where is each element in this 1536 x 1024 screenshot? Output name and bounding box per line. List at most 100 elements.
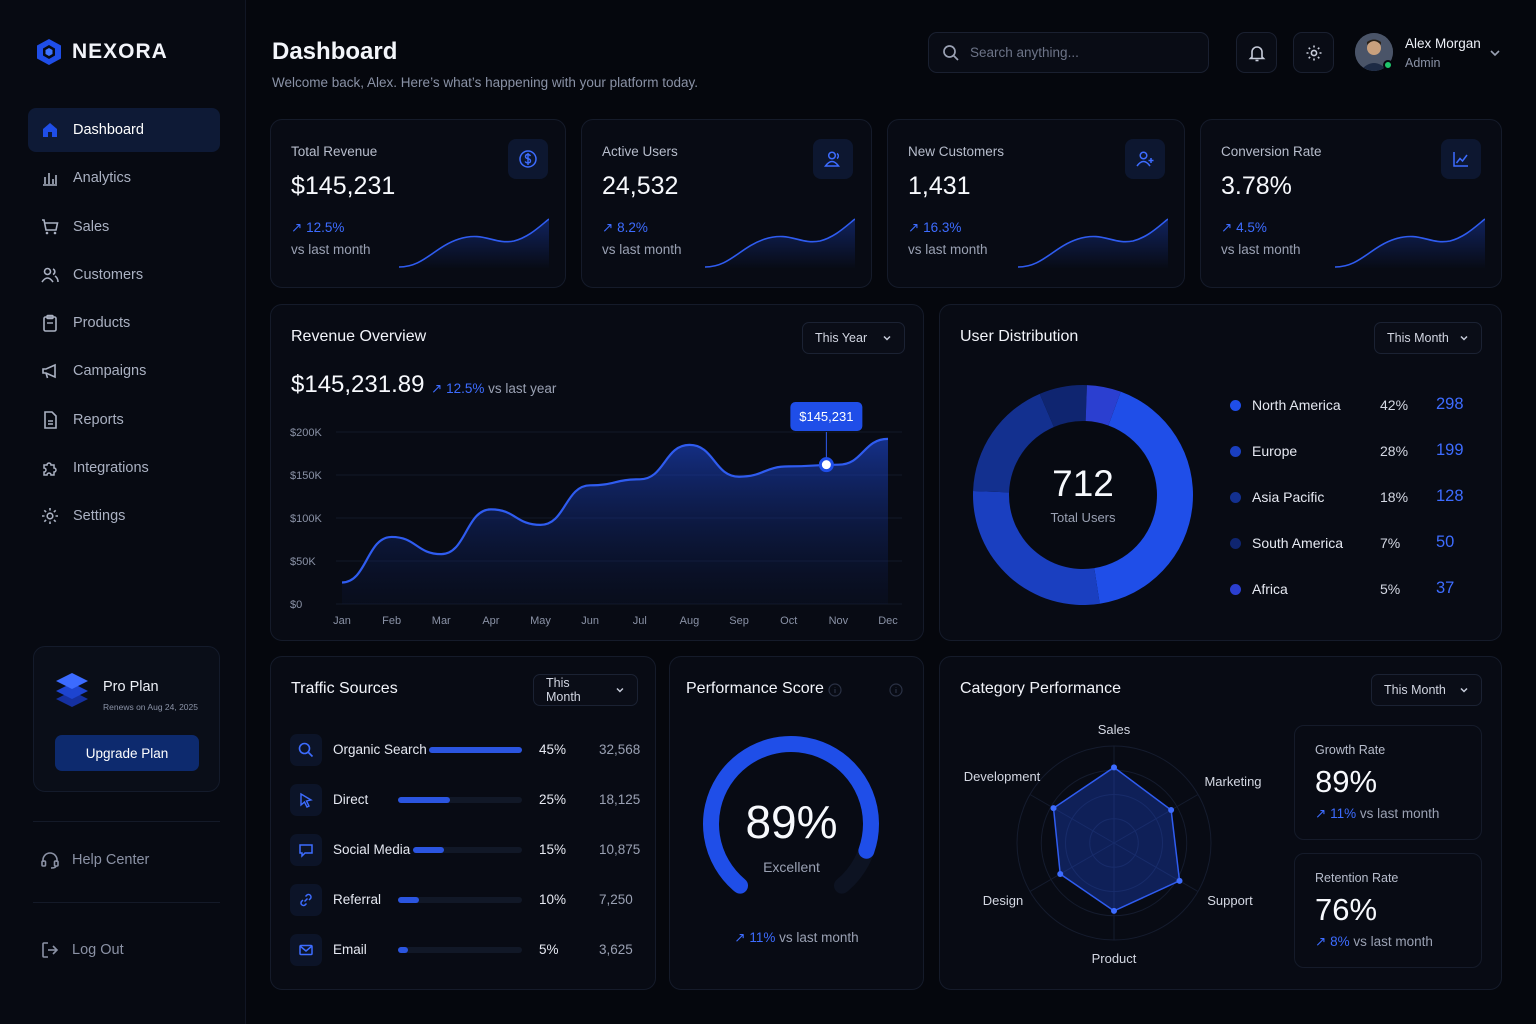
traffic-bar-track [398,797,522,803]
kpi-change: ↗ 4.5% [1221,220,1267,236]
chevron-down-icon [1460,687,1468,693]
traffic-bar-track [398,897,522,903]
radar-point[interactable] [1111,907,1117,914]
sidebar-item-label: Settings [73,508,126,525]
help-center-link[interactable]: Help Center [40,850,149,870]
kpi-change: ↗ 12.5% [291,220,344,236]
sidebar-divider [33,902,220,903]
period-dropdown[interactable]: This Month [1371,674,1482,706]
info-icon[interactable] [889,683,903,697]
sidebar-item-integrations[interactable]: Integrations [28,446,220,490]
logout-link[interactable]: Log Out [40,940,124,960]
sparkline-area [399,219,549,269]
legend-label: Africa [1252,581,1288,597]
category-radar-chart: Sales Marketing Support Product Design Develo… [964,722,1262,966]
dropdown-value: This Year [815,331,868,345]
sidebar-item-dashboard[interactable]: Dashboard [28,108,220,152]
radar-point[interactable] [1168,807,1175,814]
sparkline [1335,218,1485,269]
period-dropdown[interactable]: This Month [1374,322,1482,354]
sparkline [1018,218,1168,269]
settings-button[interactable] [1293,32,1334,73]
sparkline-line [1335,218,1485,268]
sparkline [399,218,549,269]
sidebar-item-customers[interactable]: Customers [28,253,220,297]
traffic-row[interactable]: Referral 10% 7,250 [290,884,640,916]
legend-count: 50 [1436,533,1455,551]
page-title: Dashboard [272,38,398,65]
radar-point[interactable] [1050,805,1057,812]
sidebar-item-sales[interactable]: Sales [28,205,220,249]
traffic-sources-card: Traffic Sources This Month [270,656,656,990]
kpi-change-value: 8.2% [617,220,648,235]
retention-rate-label: Retention Rate [1315,871,1399,885]
performance-change-label: vs last month [779,930,859,945]
search-bar[interactable] [928,32,1209,73]
period-dropdown[interactable]: This Year [802,322,905,354]
sidebar-item-reports[interactable]: Reports [28,398,220,442]
brand-logo[interactable]: NEXORA [36,38,168,66]
kpi-value: 1,431 [908,172,971,200]
traffic-row[interactable]: Email 5% 3,625 [290,934,640,966]
info-icon[interactable] [828,683,842,697]
traffic-row[interactable]: Organic Search 45% 32,568 [290,734,640,766]
donut-slice[interactable] [1094,391,1193,604]
trend-up-icon: ↗ [602,220,618,235]
trend-up-icon: ↗ [431,381,447,396]
traffic-bar-track [429,747,522,753]
traffic-bar-fill [398,897,419,903]
logout-label: Log Out [72,942,124,958]
growth-rate-value: 89% [1315,764,1378,799]
x-tick-label: Mar [432,615,451,627]
notifications-button[interactable] [1236,32,1277,73]
kpi-change-value: 4.5% [1236,220,1267,235]
highlight-point[interactable] [818,457,834,473]
x-tick-label: Dec [878,615,898,627]
search-input[interactable] [970,45,1190,60]
card-title: Category Performance [960,680,1121,697]
traffic-row[interactable]: Social Media 15% 10,875 [290,834,640,866]
radar-axis [1029,794,1115,844]
period-dropdown[interactable]: This Month [533,674,638,706]
kpi-change: ↗ 16.3% [908,220,961,236]
sidebar-item-products[interactable]: Products [28,301,220,345]
sidebar-item-settings[interactable]: Settings [28,494,220,538]
legend-percent: 18% [1380,489,1409,505]
retention-rate-card: Retention Rate 76% ↗ 8% vs last month [1294,853,1482,968]
radar-point[interactable] [1176,877,1183,884]
traffic-value: 3,625 [599,942,633,957]
upgrade-plan-button[interactable]: Upgrade Plan [55,735,199,771]
gear-icon [42,508,58,525]
user-icon [824,151,840,167]
chevron-down-icon[interactable] [1489,47,1501,59]
search-icon [298,742,314,758]
performance-score-value: 89% [745,796,838,848]
radar-point[interactable] [1057,871,1064,878]
traffic-bar-fill [398,797,450,803]
trend-up-icon: ↗ [1315,806,1331,821]
link-icon [300,893,312,907]
donut-slice[interactable] [973,491,1100,605]
traffic-row[interactable]: Direct 25% 18,125 [290,784,640,816]
donut-slice[interactable] [1039,385,1087,427]
radar-point[interactable] [1111,764,1117,771]
sidebar-item-campaigns[interactable]: Campaigns [28,349,220,393]
sparkline-area [1335,219,1485,269]
sidebar: NEXORA Dashboard Analytics Sales Customers P… [0,0,246,1024]
kpi-change-value: 16.3% [923,220,962,235]
radar-axis [1113,794,1199,844]
trend-chart-icon [1453,152,1468,167]
legend-label: Asia Pacific [1252,489,1325,505]
donut-slice[interactable] [973,393,1054,493]
legend-item: Asia Pacific 18% 128 [1228,487,1468,508]
performance-gauge [703,736,879,894]
legend-count: 37 [1436,579,1455,597]
dropdown-value: This Month [1387,331,1449,345]
donut-slice[interactable] [1085,385,1121,426]
sidebar-item-analytics[interactable]: Analytics [28,156,220,200]
bell-icon [1248,45,1265,61]
traffic-percent: 45% [539,742,567,757]
legend-item: Africa 5% 37 [1228,579,1468,600]
kpi-vs-label: vs last month [291,242,371,257]
hexagon-logo-icon [37,39,61,65]
